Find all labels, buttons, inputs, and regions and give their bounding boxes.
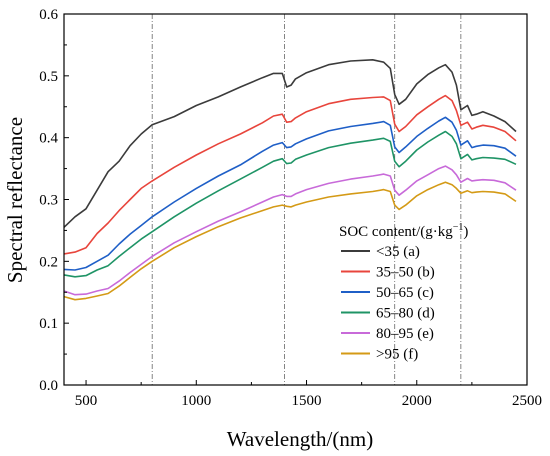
- series-line-2: [63, 94, 517, 255]
- legend-title-main: SOC content/(g·kg: [339, 224, 453, 240]
- series-lines: [63, 59, 517, 301]
- y-tick-label: 0.3: [39, 193, 58, 209]
- y-axis-title: Spectral reflectance: [3, 117, 27, 283]
- y-axis: 0.0 0.1 0.2 0.3 0.4 0.5 0.6: [39, 7, 69, 394]
- legend: SOC content/(g·kg−1) <35 (a) 35–50 (b) 50–…: [339, 222, 468, 363]
- legend-label-6: >95 (f): [376, 347, 418, 363]
- y-tick-label: 0.0: [39, 378, 58, 394]
- y-tick-label: 0.2: [39, 254, 58, 270]
- legend-label-3: 50–65 (c): [376, 285, 434, 301]
- x-tick-label: 500: [75, 393, 98, 409]
- legend-title-sup: −1: [453, 222, 464, 233]
- legend-label-4: 65–80 (d): [376, 306, 435, 322]
- y-tick-label: 0.4: [39, 131, 58, 147]
- legend-title-end: ): [463, 224, 468, 240]
- series-line-4: [63, 130, 517, 278]
- reference-lines: [151, 14, 462, 385]
- x-tick-label: 2000: [402, 393, 432, 409]
- legend-label-1: <35 (a): [376, 244, 420, 260]
- series-line-3: [63, 116, 517, 271]
- legend-label-2: 35–50 (b): [376, 265, 435, 281]
- series-line-1: [63, 59, 517, 228]
- x-axis: 500 1000 1500 2000 2500: [75, 380, 542, 409]
- legend-title: SOC content/(g·kg−1): [339, 222, 468, 240]
- x-tick-label: 1500: [292, 393, 322, 409]
- y-tick-label: 0.5: [39, 69, 58, 85]
- y-tick-label: 0.6: [39, 7, 58, 23]
- series-line-6: [63, 181, 517, 301]
- x-axis-title: Wavelength/(nm): [227, 427, 373, 451]
- x-tick-label: 1000: [181, 393, 211, 409]
- x-tick-label: 2500: [512, 393, 542, 409]
- plot-frame: [63, 13, 528, 386]
- y-tick-label: 0.1: [39, 316, 58, 332]
- legend-entries: <35 (a) 35–50 (b) 50–65 (c) 65–80 (d) 80–95 …: [341, 244, 435, 363]
- legend-label-5: 80–95 (e): [376, 326, 434, 342]
- series-line-5: [63, 165, 517, 296]
